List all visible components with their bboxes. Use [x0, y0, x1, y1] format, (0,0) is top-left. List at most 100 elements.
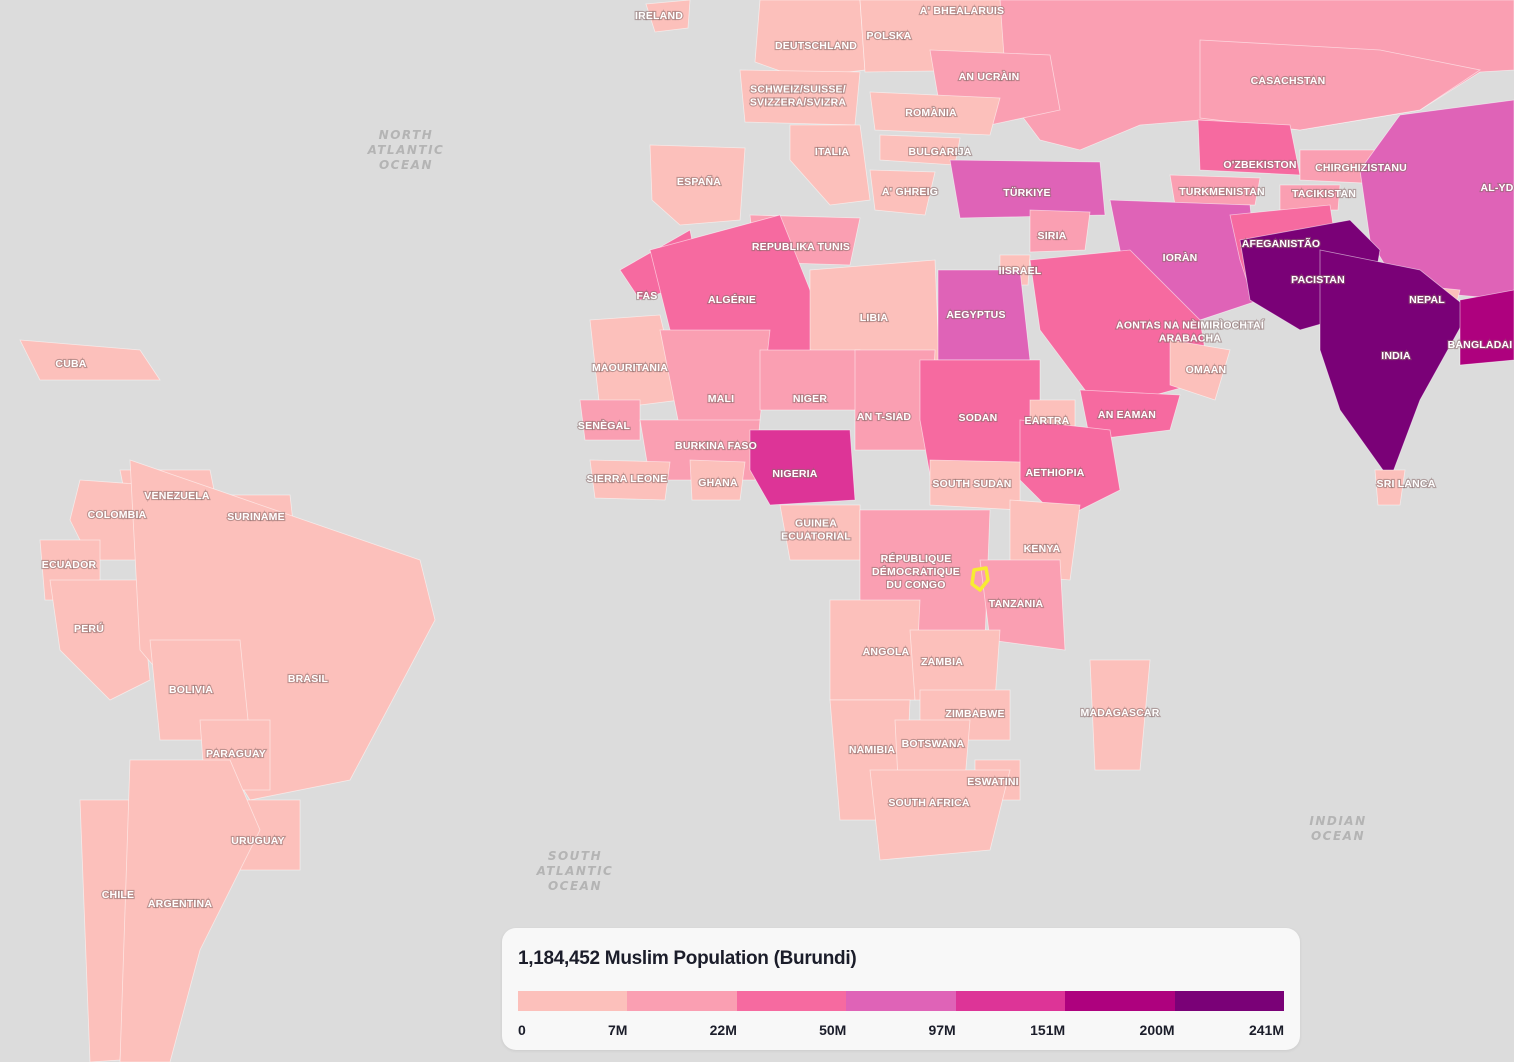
country-label-o-zbekiston: O'ZBEKISTON: [1223, 159, 1296, 171]
country-label-siria: SIRIA: [1037, 230, 1066, 242]
ocean-label: NORTH ATLANTIC OCEAN: [367, 128, 445, 172]
legend-swatch: [955, 991, 1066, 1011]
country-bangladai[interactable]: [1459, 289, 1514, 366]
country-label-namibia: NAMIBIA: [849, 744, 896, 756]
legend-tick-label: 7M: [607, 1022, 628, 1038]
country-label-zambia: ZAMBIA: [921, 656, 963, 668]
country-label-sodan: SODAN: [959, 412, 998, 424]
country-label-bolivia: BOLIVIA: [169, 684, 213, 696]
legend-swatch: [518, 991, 628, 1011]
country-t-rkiye[interactable]: [949, 159, 1106, 219]
country-deutschland[interactable]: [754, 0, 866, 79]
country-label-espa-a: ESPAÑA: [677, 175, 721, 188]
country-label-afeganist-o: AFEGANISTÃO: [1242, 237, 1321, 250]
country-label-aegyptus: AEGYPTUS: [946, 309, 1005, 321]
country-label-ecuador: ECUADOR: [42, 559, 97, 571]
country-label-paraguay: PARAGUAY: [206, 748, 266, 760]
country-label-tacikistan: TACIKISTAN: [1292, 188, 1356, 200]
country-label-sierra-leone: SIERRA LEONE: [587, 473, 668, 485]
country-label-cuba: CUBA: [55, 358, 86, 370]
country-label-r-publique: RÉPUBLIQUE DÉMOCRATIQUE DU CONGO: [872, 552, 960, 591]
country-label-kenya: KENYA: [1024, 543, 1061, 555]
country-label-ghana: GHANA: [698, 477, 738, 489]
country-label-bulgarija: BULGARIJA: [908, 146, 971, 158]
country-per[interactable]: [49, 579, 151, 701]
country-label-libia: LIBIA: [860, 312, 889, 324]
country-label-italia: ITALIA: [815, 146, 849, 158]
country-label-an-eaman: AN EAMAN: [1098, 409, 1156, 421]
ocean-label: INDIAN OCEAN: [1309, 814, 1366, 843]
country-ireland[interactable]: [645, 0, 691, 33]
country-label-ireland: IRELAND: [635, 10, 683, 22]
legend-swatch: [1174, 991, 1284, 1011]
country-siria[interactable]: [1029, 209, 1091, 253]
country-label-sen-gal: SENÈGAL: [578, 419, 631, 432]
country-label-republika-tunis: REPUBLIKA TUNIS: [752, 241, 850, 253]
country-nigeria[interactable]: [749, 429, 856, 506]
legend-tick-label: 50M: [819, 1022, 847, 1038]
legend-swatch: [736, 991, 847, 1011]
country-label-eswatini: ESWATINI: [967, 776, 1019, 788]
country-label-botswana: BOTSWANA: [902, 738, 965, 750]
country-label-angola: ANGOLA: [863, 646, 910, 658]
country-label-pacistan: PACISTAN: [1291, 274, 1345, 286]
country-label-chirghizistanu: CHIRGHIZISTANU: [1315, 162, 1407, 174]
country-label-aontas-na-n-imir-ochta: AONTAS NA NÈIMIRÌOCHTAÍ ARABACHA: [1116, 319, 1265, 345]
selected-country-highlight[interactable]: [970, 566, 990, 592]
country-label-argentina: ARGENTINA: [148, 898, 212, 910]
country-turkmenistan[interactable]: [1169, 174, 1261, 206]
legend-swatch: [1065, 991, 1175, 1011]
country-label-uruguay: URUGUAY: [231, 835, 285, 847]
country-an-eaman[interactable]: [1079, 389, 1181, 441]
country-label-schweiz-suisse: SCHWEIZ/SUISSE/SVIZZERA/SVIZRA: [750, 84, 847, 109]
country-label-t-rkiye: TÜRKIYE: [1003, 186, 1051, 199]
country-label-iisrael: IISRAEL: [999, 265, 1042, 277]
country-label-tanzania: TANZANIA: [989, 598, 1044, 610]
country-label-south-africa: SOUTH AFRICA: [888, 797, 970, 809]
country-madagascar[interactable]: [1089, 659, 1151, 771]
country-label-mali: MALI: [708, 393, 734, 405]
country-a-ghreig[interactable]: [869, 169, 936, 216]
country-india[interactable]: [1319, 249, 1471, 481]
legend-tick-label: 0: [518, 1022, 526, 1038]
country-label-south-sudan: SOUTH SUDAN: [932, 478, 1011, 490]
country-label-an-ucr-in: AN UCRÀIN: [959, 70, 1020, 83]
country-label-omaan: OMAAN: [1186, 364, 1227, 376]
country-omaan[interactable]: [1169, 339, 1231, 401]
legend-panel: 1,184,452 Muslim Population (Burundi) 0 7…: [502, 928, 1300, 1050]
country-label-deutschland: DEUTSCHLAND: [775, 40, 857, 52]
ocean-label: SOUTH ATLANTIC OCEAN: [536, 849, 614, 893]
country-sen-gal[interactable]: [579, 399, 641, 441]
country-cuba[interactable]: [19, 339, 161, 381]
legend-tick-label: 22M: [709, 1022, 737, 1038]
legend-tick-label: 151M: [1030, 1022, 1066, 1038]
country-casachstan[interactable]: [1199, 39, 1482, 131]
country-sri-lanca[interactable]: [1374, 469, 1406, 506]
country-label-burkina-faso: BURKINA FASO: [675, 440, 757, 452]
country-rom-nia[interactable]: [869, 91, 1001, 136]
country-label-zimbabwe: ZIMBABWE: [945, 708, 1004, 720]
country-mali[interactable]: [659, 329, 771, 431]
country-espa-a[interactable]: [649, 144, 746, 226]
country-tacikistan[interactable]: [1279, 184, 1341, 211]
country-label-nepal: NEPAL: [1409, 294, 1445, 306]
land-layer: [19, 0, 1514, 1062]
country-argentina[interactable]: [119, 759, 261, 1062]
country-label-casachstan: CASACHSTAN: [1251, 75, 1326, 87]
country-sierra-leone[interactable]: [589, 459, 671, 501]
country-italia[interactable]: [789, 124, 871, 206]
country-label-per: PERÚ: [74, 622, 104, 635]
legend-tick-label: 200M: [1139, 1022, 1175, 1038]
legend-color-bar: [518, 991, 1284, 1011]
country-label-polska: POLSKA: [867, 30, 912, 42]
country-label-maouritania: MAOURITANIA: [592, 362, 668, 374]
country-label-a-ghreig: A' GHREIG: [882, 186, 938, 198]
country-label-al-yd: AL-YD: [1480, 182, 1513, 194]
country-south-africa[interactable]: [869, 769, 1011, 861]
country-tanzania[interactable]: [979, 559, 1066, 651]
country-ghana[interactable]: [689, 459, 746, 501]
country-label-suriname: SURINAME: [227, 511, 285, 523]
country-label-turkmenistan: TURKMENISTAN: [1179, 186, 1265, 198]
country-label-rom-nia: ROMÀNIA: [905, 106, 957, 119]
